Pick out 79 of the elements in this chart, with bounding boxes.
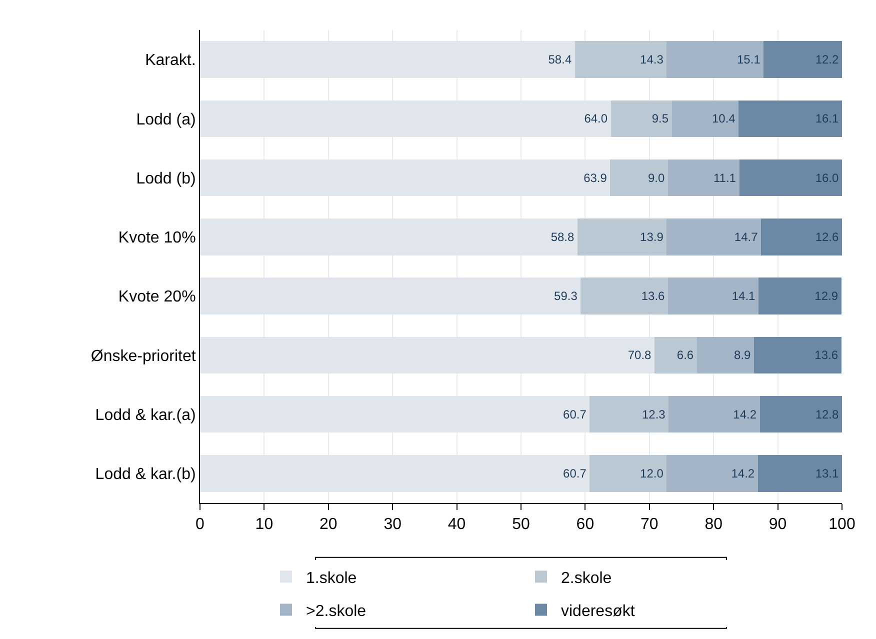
data-label: 14.1: [732, 289, 756, 304]
x-tick-label: 40: [448, 516, 466, 534]
data-label: 13.9: [640, 230, 664, 244]
data-label: 60.7: [563, 466, 587, 480]
bar: [574, 41, 667, 78]
x-tick-label: 30: [384, 516, 402, 534]
legend-label: 1.skole: [306, 570, 357, 587]
legend-label: videresøkt: [561, 603, 636, 620]
y-tick-label: Karakt.: [145, 52, 196, 70]
x-tick-label: 10: [255, 516, 274, 534]
bar: [739, 159, 842, 196]
bar: [654, 336, 697, 374]
data-label: 63.9: [584, 170, 608, 185]
legend-label: 2.skole: [561, 570, 612, 587]
bar: [696, 336, 754, 374]
bar: [666, 455, 758, 492]
bar: [672, 100, 739, 138]
bar: [666, 218, 762, 256]
data-label: 12.8: [815, 407, 839, 422]
data-label: 15.1: [737, 52, 761, 67]
bar: [580, 278, 668, 314]
data-label: 14.2: [731, 466, 755, 480]
data-label: 60.7: [563, 407, 587, 422]
x-tick-label: 100: [828, 516, 856, 534]
data-label: 14.7: [734, 230, 758, 244]
x-tick-label: 50: [512, 516, 530, 534]
data-label: 58.4: [548, 52, 572, 67]
bar: [760, 396, 842, 433]
bar: [761, 218, 842, 256]
data-label: 12.2: [815, 52, 839, 67]
data-label: 16.1: [815, 112, 839, 126]
data-label: 10.4: [712, 112, 736, 126]
bar: [758, 455, 842, 492]
bar: [758, 278, 842, 314]
bar: [590, 455, 667, 492]
bar: [754, 336, 842, 374]
data-label: 13.1: [815, 466, 839, 480]
data-label: 13.6: [814, 348, 838, 362]
data-label: 12.0: [640, 466, 664, 480]
data-label: 14.2: [733, 407, 757, 422]
bar: [668, 159, 740, 196]
data-label: 58.8: [550, 230, 574, 244]
data-label: 11.1: [713, 170, 736, 185]
bar: [610, 100, 672, 138]
y-tick-label: Kvote 20%: [118, 288, 196, 306]
legend-label: >2.skole: [306, 603, 366, 620]
y-tick-label: Lodd & kar.(a): [95, 406, 196, 424]
data-label: 14.3: [640, 52, 664, 67]
data-label: 64.0: [584, 112, 608, 126]
data-label: 70.8: [628, 348, 652, 362]
data-label: 12.9: [814, 289, 838, 304]
x-tick-label: 20: [320, 516, 338, 534]
x-tick-label: 70: [640, 516, 658, 534]
bar: [668, 278, 759, 314]
bar: [590, 396, 669, 433]
data-label: 13.6: [641, 289, 666, 304]
data-label: 12.3: [642, 407, 666, 422]
x-tick-label: 80: [704, 516, 723, 534]
bar: [610, 159, 668, 196]
bar: [764, 41, 842, 78]
bar: [578, 218, 667, 256]
x-tick-label: 0: [196, 516, 205, 534]
data-label: 16.0: [815, 170, 839, 185]
bar: [738, 100, 842, 138]
data-label: 9.0: [648, 170, 666, 185]
x-tick-label: 90: [768, 516, 787, 534]
y-tick-label: Ønske-prioritet: [90, 348, 196, 365]
data-label: 12.6: [815, 230, 839, 244]
bar: [666, 41, 764, 78]
x-tick-label: 60: [576, 516, 594, 534]
data-label: 9.5: [652, 112, 669, 126]
data-label: 6.6: [676, 348, 694, 362]
y-tick-label: Kvote 10%: [118, 230, 196, 247]
y-tick-label: Lodd & kar.(b): [95, 466, 196, 484]
data-label: 8.9: [734, 348, 752, 362]
data-label: 59.3: [554, 289, 578, 304]
bar: [668, 396, 760, 433]
y-tick-label: Lodd (a): [136, 111, 196, 128]
y-tick-label: Lodd (b): [136, 170, 196, 188]
